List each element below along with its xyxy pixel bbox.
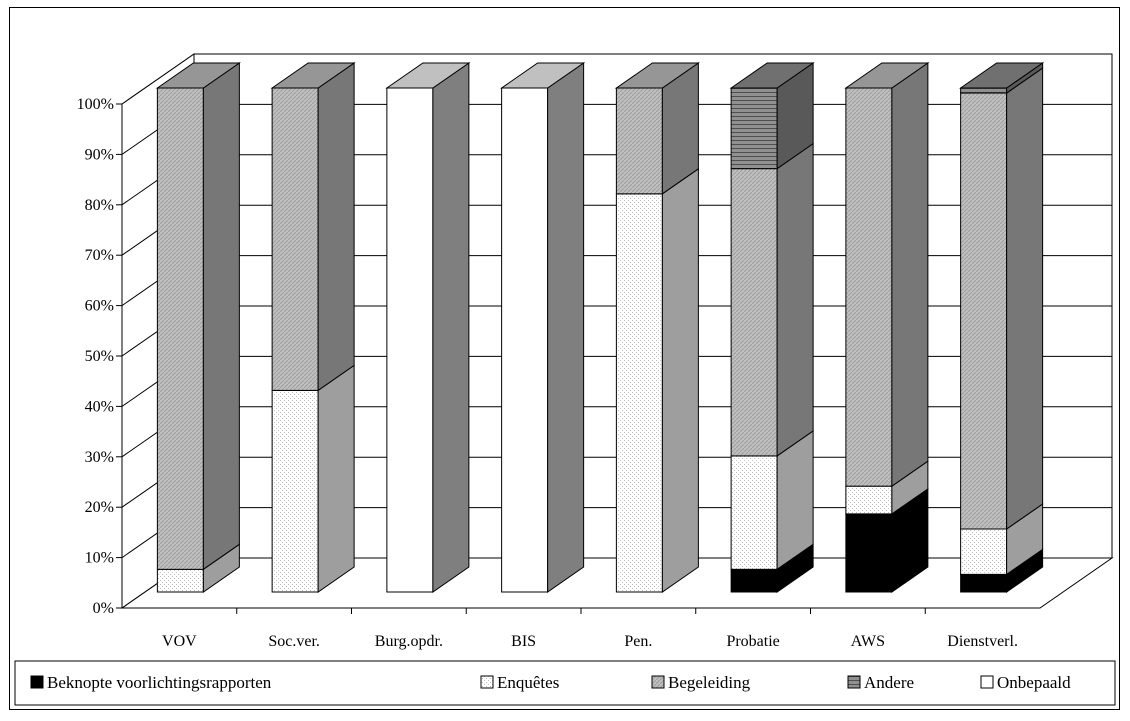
legend-swatch [30,675,44,689]
y-tick-label: 60% [85,298,114,315]
legend-swatch [651,675,665,689]
legend-label: Andere [864,673,914,692]
bar-top-Onbepaald [500,62,586,89]
y-tick-label: 50% [85,348,114,365]
bar-segment-Enquêtes [845,485,893,515]
bar-stack-Burg.opdr. [385,62,471,593]
bar-top-Onbepaald [385,62,471,89]
y-tick-label: 20% [85,499,114,516]
bar-segment-Beknopte voorlichtingsrapporten [960,573,1008,593]
bar-segment-Onbepaald [501,87,549,593]
bar-segment-Begeleiding [615,87,663,195]
y-tick-label: 70% [85,247,114,264]
y-tick-label: 100% [77,96,114,113]
x-tick-label: Burg.opdr. [375,633,443,650]
bar-top-Begeleiding [270,62,356,89]
bar-segment-Beknopte voorlichtingsrapporten [845,513,893,593]
bar-segment-Begeleiding [845,87,893,487]
bar-side-Begeleiding [776,142,814,457]
bar-side-Begeleiding [317,62,355,392]
bar-segment-Enquêtes [156,568,204,593]
bar-top-Andere [959,62,1045,89]
bar-top-Andere [729,62,815,89]
bar-stack-BIS [500,62,586,593]
grid-line-diag [121,53,195,105]
bar-segment-Enquêtes [730,455,778,570]
bar-segment-Begeleiding [271,87,319,391]
bar-stack-Dienstverl. [959,62,1045,593]
legend-swatch [847,675,861,689]
y-tick-label: 40% [85,398,114,415]
bar-segment-Beknopte voorlichtingsrapporten [730,568,778,593]
bar-stack-Probatie [729,62,815,593]
legend-label: Beknopte voorlichtingsrapporten [47,673,272,692]
bar-side-Begeleiding [202,62,240,571]
x-tick-label: Pen. [624,633,652,650]
bar-segment-Begeleiding [156,87,204,570]
bar-segment-Enquêtes [615,193,663,593]
x-tick-label: AWS [851,633,885,650]
bar-segment-Onbepaald [386,87,434,593]
legend-label: Onbepaald [997,673,1071,692]
bar-side-Begeleiding [891,62,929,488]
x-tick-label: Dienstverl. [947,633,1018,650]
y-tick-label: 30% [85,449,114,466]
legend-label: Enquêtes [497,673,559,692]
legend-swatch [480,675,494,689]
x-tick-label: VOV [162,633,197,650]
bar-side-Enquêtes [317,364,355,593]
bar-segment-Andere [730,87,778,170]
legend: Beknopte voorlichtingsrapporten Enquêtes B… [14,660,1116,706]
legend-swatch [980,675,994,689]
bar-segment-Andere [960,87,1008,94]
bar-segment-Enquêtes [960,528,1008,575]
y-tick-label: 90% [85,146,114,163]
bar-stack-VOV [155,62,241,593]
y-tick-label: 0% [93,600,114,617]
x-tick-label: Probatie [726,633,779,650]
y-tick-label: 80% [85,197,114,214]
bar-side-Enquêtes [661,167,699,593]
y-tick-label: 10% [85,550,114,567]
x-tick-label: BIS [511,633,536,650]
legend-label: Begeleiding [668,673,751,692]
bar-side-Onbepaald [432,62,470,593]
bar-stack-Soc.ver. [270,62,356,593]
bar-top-Begeleiding [155,62,241,89]
bar-segment-Begeleiding [960,92,1008,530]
legend-box [14,660,1116,706]
bar-segment-Enquêtes [271,389,319,593]
bar-top-Begeleiding [614,62,700,89]
bar-top-Begeleiding [844,62,930,89]
bar-segment-Begeleiding [730,168,778,457]
x-tick-label: Soc.ver. [268,633,320,650]
bar-side-Begeleiding [1006,67,1044,530]
bar-stack-AWS [844,62,930,593]
bar-stack-Pen. [614,62,700,593]
bar-side-Onbepaald [547,62,585,593]
